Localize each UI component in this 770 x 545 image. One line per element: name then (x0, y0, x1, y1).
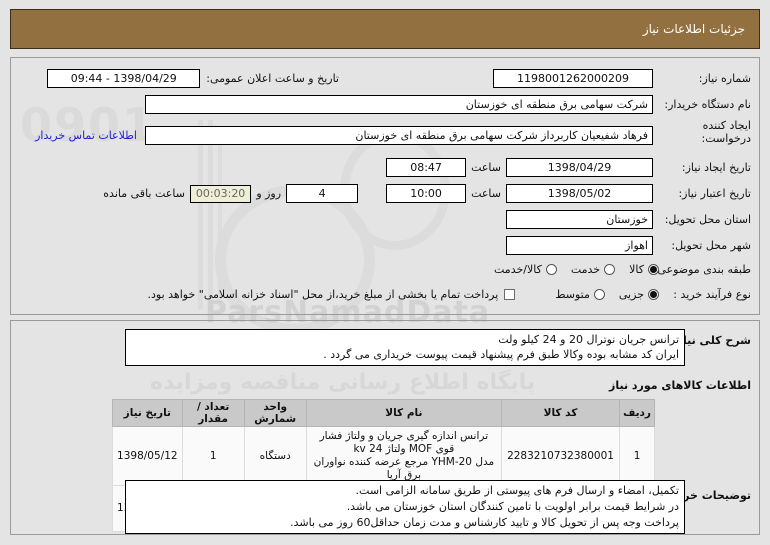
description-line1: ترانس جریان نوترال 20 و 24 کیلو ولت (498, 333, 679, 346)
creator-label-line1: ایجاد کننده (702, 119, 751, 132)
radio-icon[interactable] (593, 289, 605, 300)
province-label: استان محل تحویل: (664, 213, 751, 226)
buyer-notes-line2: در شرایط قیمت برابر اولویت با تامین کنند… (346, 500, 679, 513)
cell-unit: دستگاه (243, 426, 307, 486)
province-value: خوزستان (506, 210, 653, 229)
col-header-row: ردیف (619, 399, 655, 427)
treasury-checkbox-option[interactable]: پرداخت تمام یا بخشی از مبلغ خرید،از محل … (148, 288, 516, 301)
public-announce-value: 1398/04/29 - 09:44 (47, 69, 201, 88)
create-date-row: تاریخ ایجاد نیاز: 1398/04/29 ساعت 08:47 (386, 158, 751, 177)
buyer-contact-link[interactable]: اطلاعات تماس خریدار (35, 129, 137, 142)
create-time-value: 08:47 (386, 158, 467, 177)
expire-time-label: ساعت (471, 187, 501, 200)
category-option-goods-service[interactable]: کالا/خدمت (494, 263, 557, 276)
cell-goods-code: 2283210732380001 (500, 426, 621, 486)
goods-panel: شرح کلی نیاز: ترانس جریان نوترال 20 و 24… (10, 320, 760, 535)
radio-icon[interactable] (648, 264, 659, 275)
treasury-checkbox-label: پرداخت تمام یا بخشی از مبلغ خرید،از محل … (147, 288, 499, 301)
remaining-days-label: روز و (256, 187, 282, 200)
page-title: جزئیات اطلاعات نیاز (10, 9, 760, 49)
category-option-service[interactable]: خدمت (570, 263, 616, 276)
buyer-notes-line1: تکمیل، امضاء و ارسال فرم های پیوستی از ط… (355, 484, 679, 497)
category-row: طبقه بندی موضوعی: کالا خدمت کالا/خدمت (480, 263, 751, 276)
col-header-qty: تعداد / مقدار (181, 399, 245, 427)
countdown-timer: 00:03:20 (189, 184, 252, 203)
col-header-name: نام کالا (305, 399, 502, 427)
col-header-unit: واحد شمارش (243, 399, 307, 427)
cell-goods-name: ترانس اندازه گیری جریان و ولتاژ فشار قوی… (305, 426, 502, 486)
category-option-goods-service-label: کالا/خدمت (494, 263, 542, 276)
province-row: استان محل تحویل: خوزستان (506, 210, 751, 229)
city-label: شهر محل تحویل: (671, 239, 751, 252)
description-box: ترانس جریان نوترال 20 و 24 کیلو ولت ایرا… (125, 329, 685, 366)
category-option-goods[interactable]: کالا (629, 263, 659, 276)
category-label: طبقه بندی موضوعی: (653, 263, 751, 276)
col-header-date: تاریخ نیاز (112, 399, 183, 427)
need-number-row: شماره نیاز: 1198001262000209 (493, 69, 751, 88)
creator-row: ایجاد کننده درخواست: فرهاد شفیعیان کاربر… (35, 118, 751, 145)
buyer-org-row: نام دستگاه خریدار: شرکت سهامی برق منطقه … (145, 95, 751, 114)
radio-icon[interactable] (648, 289, 659, 300)
table-header-row: ردیف کد کالا نام کالا واحد شمارش تعداد /… (112, 399, 655, 427)
description-label: شرح کلی نیاز: (672, 334, 751, 347)
creator-label: ایجاد کننده درخواست: (659, 118, 751, 145)
checkbox-icon[interactable] (504, 289, 516, 300)
buyer-org-label: نام دستگاه خریدار: (664, 98, 751, 111)
buyer-notes-line3: پرداخت وجه پس از تحویل کالا و تایید کارش… (290, 516, 679, 529)
need-number-value: 1198001262000209 (493, 69, 653, 88)
public-announce-row: تاریخ و ساعت اعلان عمومی: 1398/04/29 - 0… (47, 69, 339, 88)
create-time-label: ساعت (471, 161, 501, 174)
goods-section-title: اطلاعات کالاهای مورد نیاز (609, 379, 751, 392)
col-header-code: کد کالا (500, 399, 621, 427)
expire-date-row: تاریخ اعتبار نیاز: 1398/05/02 ساعت 10:00… (98, 184, 751, 203)
description-line2: ایران کد مشابه بوده وکالا طبق فرم پیشنها… (323, 348, 679, 361)
create-date-value: 1398/04/29 (506, 158, 653, 177)
process-label: نوع فرآیند خرید : (673, 288, 751, 301)
expire-time-value: 10:00 (386, 184, 467, 203)
process-row: نوع فرآیند خرید : جزیی متوسط پرداخت تمام… (134, 288, 751, 301)
goods-name-line1: ترانس اندازه گیری جریان و ولتاژ فشار قوی… (319, 430, 489, 455)
creator-value: فرهاد شفیعیان کاربرداز شرکت سهامی برق من… (145, 126, 653, 145)
goods-name-line2: مدل YHM-20 مرجع عرضه کننده نواوران برق آ… (313, 456, 495, 481)
public-announce-label: تاریخ و ساعت اعلان عمومی: (206, 72, 339, 85)
expire-date-value: 1398/05/02 (506, 184, 653, 203)
city-value: اهواز (506, 236, 653, 255)
creator-label-line2: درخواست: (701, 132, 751, 145)
category-option-goods-label: کالا (629, 263, 644, 276)
need-number-label: شماره نیاز: (698, 72, 751, 85)
process-option-medium-label: متوسط (555, 288, 590, 301)
cell-row-index: 1 (619, 426, 655, 486)
cell-need-date: 1398/05/12 (112, 426, 183, 486)
expire-date-label: تاریخ اعتبار نیاز: (678, 187, 751, 200)
process-option-medium[interactable]: متوسط (555, 288, 605, 301)
city-row: شهر محل تحویل: اهواز (506, 236, 751, 255)
radio-icon[interactable] (545, 264, 557, 275)
buyer-org-value: شرکت سهامی برق منطقه ای خوزستان (145, 95, 653, 114)
create-date-label: تاریخ ایجاد نیاز: (681, 161, 751, 174)
radio-icon[interactable] (604, 264, 616, 275)
remaining-hours-label: ساعت باقی مانده (103, 187, 185, 200)
buyer-notes-box: تکمیل، امضاء و ارسال فرم های پیوستی از ط… (125, 480, 685, 534)
process-option-minor[interactable]: جزیی (619, 288, 659, 301)
process-option-minor-label: جزیی (618, 288, 644, 301)
cell-quantity: 1 (181, 426, 245, 486)
table-row: 1 2283210732380001 ترانس اندازه گیری جری… (112, 426, 655, 486)
category-option-service-label: خدمت (570, 263, 601, 276)
need-details-panel: شماره نیاز: 1198001262000209 تاریخ و ساع… (10, 57, 760, 315)
remaining-days-value: 4 (286, 184, 359, 203)
